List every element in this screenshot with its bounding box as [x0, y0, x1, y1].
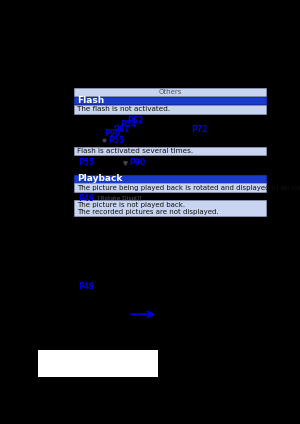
Text: P55: P55	[78, 158, 94, 167]
Text: The picture is not played back.
The recorded pictures are not displayed.: The picture is not played back. The reco…	[77, 202, 218, 215]
Text: P72: P72	[191, 125, 207, 134]
Text: Flash: Flash	[77, 96, 104, 105]
FancyBboxPatch shape	[74, 105, 266, 114]
Text: P90: P90	[129, 158, 146, 167]
FancyBboxPatch shape	[74, 147, 266, 155]
FancyBboxPatch shape	[74, 89, 266, 96]
FancyBboxPatch shape	[74, 184, 266, 192]
Text: Flash is activated several times.: Flash is activated several times.	[77, 148, 193, 154]
Text: Playback: Playback	[77, 174, 122, 183]
Text: P62: P62	[127, 116, 143, 125]
Text: [ ]: [ ]	[135, 195, 142, 201]
Text: P61: P61	[113, 125, 129, 134]
Text: The picture being played back is rotated and displayed in an unexpected directio: The picture being played back is rotated…	[77, 185, 300, 191]
Text: P49: P49	[78, 282, 94, 291]
Text: Others: Others	[158, 89, 182, 95]
Text: The flash is not activated.: The flash is not activated.	[77, 106, 170, 112]
Text: P90: P90	[104, 129, 120, 138]
Text: P55: P55	[108, 136, 124, 145]
FancyBboxPatch shape	[74, 201, 266, 216]
Text: P54: P54	[120, 120, 136, 129]
FancyBboxPatch shape	[38, 350, 158, 377]
FancyBboxPatch shape	[74, 175, 266, 183]
FancyBboxPatch shape	[74, 97, 266, 104]
Text: [Rotate Disp.]: [Rotate Disp.]	[98, 195, 140, 201]
Text: P49: P49	[78, 194, 94, 203]
